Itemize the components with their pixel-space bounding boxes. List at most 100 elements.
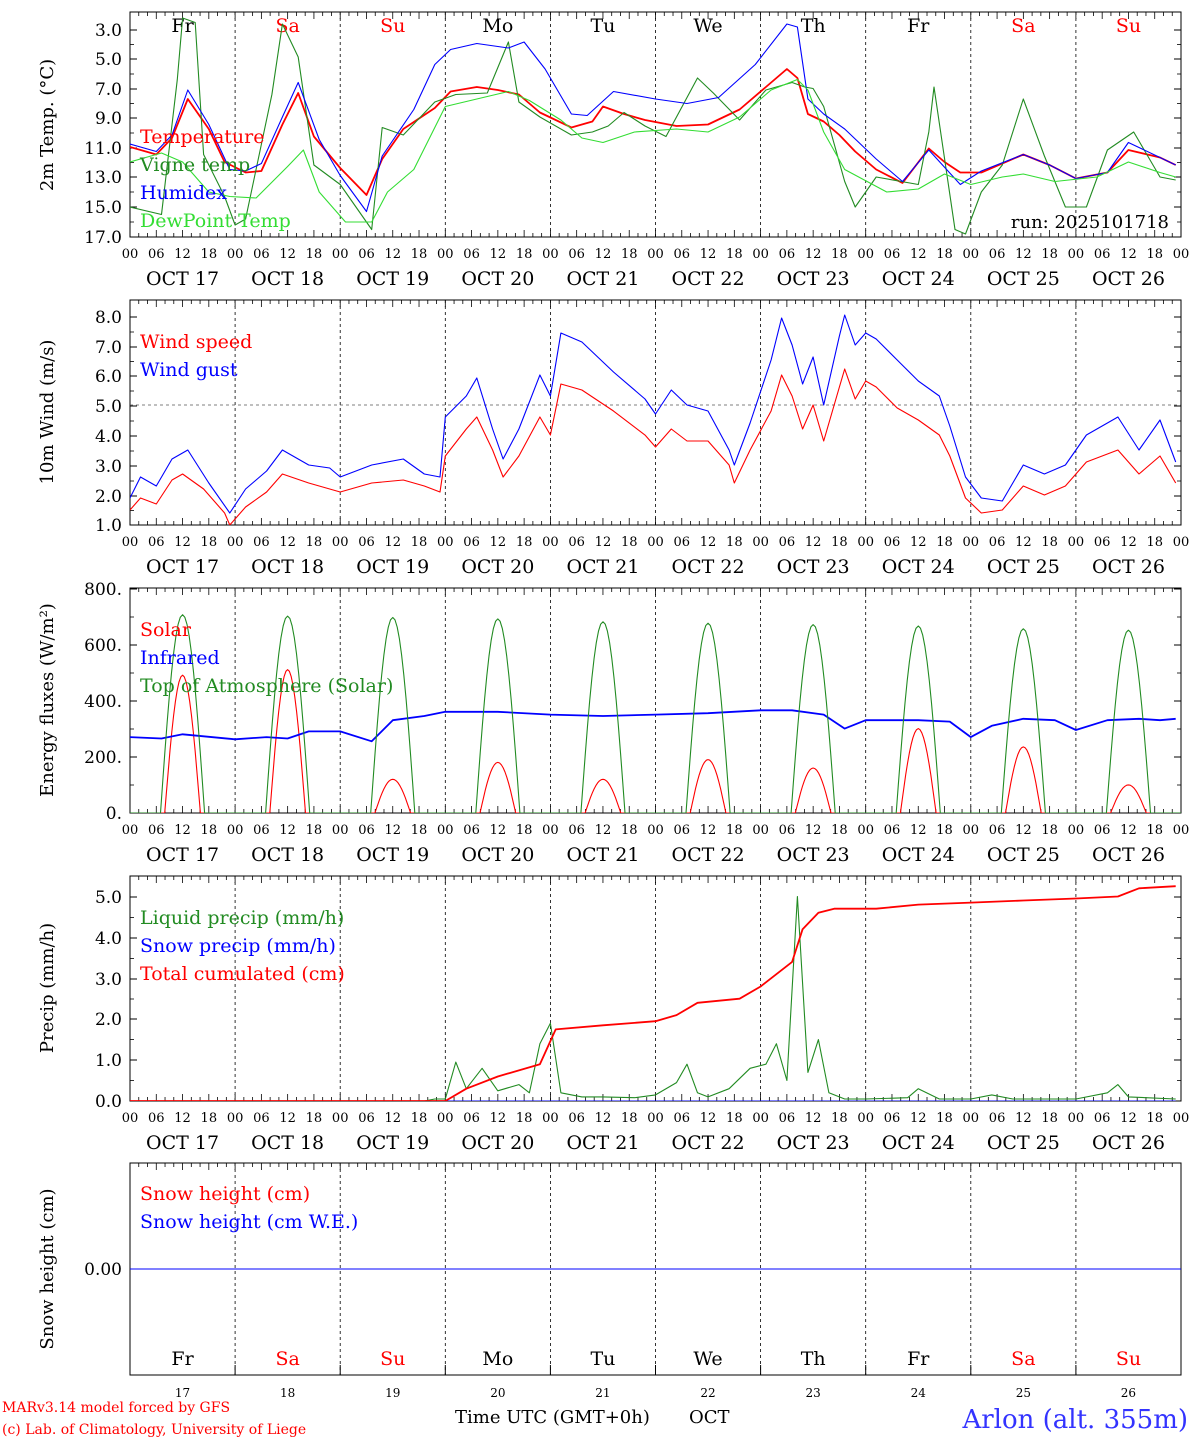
- hour-label: 06: [1094, 247, 1111, 262]
- legend-entry: Snow height (cm): [140, 1183, 310, 1205]
- day-name: We: [693, 15, 722, 37]
- date-label: OCT 21: [566, 268, 639, 290]
- y-tick-label: 200.: [84, 748, 122, 768]
- y-tick-label: 2.0: [95, 1010, 122, 1030]
- hour-label: 00: [1068, 1111, 1085, 1126]
- hour-label: 12: [910, 823, 927, 838]
- hour-label: 06: [779, 535, 796, 550]
- hour-label: 18: [411, 247, 428, 262]
- day-name: Su: [1116, 1348, 1141, 1370]
- hour-label: 18: [201, 535, 218, 550]
- hour-label: 06: [358, 823, 375, 838]
- hour-label: 00: [437, 535, 454, 550]
- hour-label: 18: [936, 823, 953, 838]
- meteogram-panels: 3.0 5.0 7.0 9.0 11.0 13.0 15.0 17.0 2m Temp. (°C…: [37, 11, 1189, 1400]
- hour-label: 12: [595, 535, 612, 550]
- hour-label: 00: [1068, 823, 1085, 838]
- x-axis-month: OCT: [689, 1407, 730, 1428]
- hour-label: 00: [1173, 823, 1190, 838]
- hour-label: 12: [279, 247, 296, 262]
- hour-label: 06: [989, 823, 1006, 838]
- hour-label: 00: [857, 535, 874, 550]
- hour-label: 12: [174, 823, 191, 838]
- y-tick-label: 800.: [84, 580, 122, 600]
- date-label: OCT 21: [566, 844, 639, 866]
- day-name: Th: [801, 1348, 826, 1370]
- hour-label: 12: [805, 535, 822, 550]
- day-number: 19: [385, 1386, 400, 1400]
- hour-label: 18: [621, 247, 638, 262]
- legend-entry: Humidex: [140, 182, 227, 204]
- hour-label: 18: [306, 1111, 323, 1126]
- y-axis-title: Snow height (cm): [37, 1188, 58, 1349]
- day-number: 20: [490, 1386, 505, 1400]
- date-label: OCT 17: [146, 844, 219, 866]
- y-axis-title: Precip (mm/h): [37, 923, 58, 1053]
- hour-label: 00: [332, 1111, 349, 1126]
- hour-label: 06: [253, 823, 270, 838]
- hour-label: 06: [463, 535, 480, 550]
- hour-label: 06: [989, 1111, 1006, 1126]
- hour-label: 06: [674, 247, 691, 262]
- hour-label: 12: [384, 823, 401, 838]
- day-number: 18: [280, 1386, 295, 1400]
- y-tick-label: 1.0: [95, 1051, 122, 1071]
- day-name: Sa: [1011, 15, 1035, 37]
- date-label: OCT 24: [882, 844, 955, 866]
- hour-label: 06: [463, 1111, 480, 1126]
- hour-label: 06: [358, 247, 375, 262]
- date-label: OCT 18: [251, 1132, 324, 1154]
- hour-label: 06: [674, 535, 691, 550]
- series-line-top-of-atmosphere-solar-: [130, 614, 1181, 813]
- y-tick-label: 0.0: [95, 1092, 122, 1112]
- hour-label: 06: [1094, 823, 1111, 838]
- hour-label: 00: [647, 1111, 664, 1126]
- hour-label: 18: [516, 1111, 533, 1126]
- date-label: OCT 19: [356, 844, 429, 866]
- day-name: Mo: [482, 1348, 513, 1370]
- hour-label: 00: [542, 1111, 559, 1126]
- hour-label: 00: [752, 823, 769, 838]
- date-label: OCT 24: [882, 556, 955, 578]
- day-name: Tu: [590, 1348, 615, 1370]
- series-line-liquid-precip-mm-h-: [130, 895, 1176, 1101]
- hour-label: 06: [148, 247, 165, 262]
- hour-label: 00: [1068, 535, 1085, 550]
- hour-label: 06: [568, 823, 585, 838]
- hour-label: 06: [253, 1111, 270, 1126]
- hour-label: 18: [516, 247, 533, 262]
- y-tick-label: 600.: [84, 636, 122, 656]
- panel-3: 0. 200. 400. 600. 800. Energy fluxes (W/m²) 00…: [37, 580, 1189, 866]
- hour-label: 06: [989, 247, 1006, 262]
- hour-label: 00: [857, 823, 874, 838]
- hour-label: 06: [1094, 1111, 1111, 1126]
- hour-label: 12: [700, 823, 717, 838]
- hour-label: 00: [542, 247, 559, 262]
- hour-label: 00: [542, 535, 559, 550]
- hour-label: 18: [1146, 247, 1163, 262]
- legend-entry: Solar: [140, 619, 192, 641]
- hour-label: 18: [306, 823, 323, 838]
- hour-label: 12: [910, 535, 927, 550]
- y-tick-label: 7.0: [95, 338, 122, 358]
- hour-label: 00: [752, 1111, 769, 1126]
- hour-label: 00: [437, 1111, 454, 1126]
- date-label: OCT 26: [1092, 268, 1165, 290]
- series-line-wind-gust: [130, 314, 1177, 514]
- series-line-temperature: [130, 68, 1177, 196]
- hour-label: 12: [595, 1111, 612, 1126]
- day-name: Th: [801, 15, 826, 37]
- hour-label: 00: [542, 823, 559, 838]
- date-label: OCT 21: [566, 1132, 639, 1154]
- legend-entry: Temperature: [140, 126, 264, 148]
- hour-label: 00: [122, 823, 139, 838]
- date-label: OCT 25: [987, 556, 1060, 578]
- y-tick-label: 2.0: [95, 487, 122, 507]
- hour-label: 12: [174, 1111, 191, 1126]
- hour-label: 18: [621, 823, 638, 838]
- hour-label: 00: [227, 823, 244, 838]
- legend-entry: Top of Atmosphere (Solar): [140, 675, 393, 697]
- date-label: OCT 24: [882, 1132, 955, 1154]
- hour-label: 18: [201, 823, 218, 838]
- hour-label: 18: [516, 823, 533, 838]
